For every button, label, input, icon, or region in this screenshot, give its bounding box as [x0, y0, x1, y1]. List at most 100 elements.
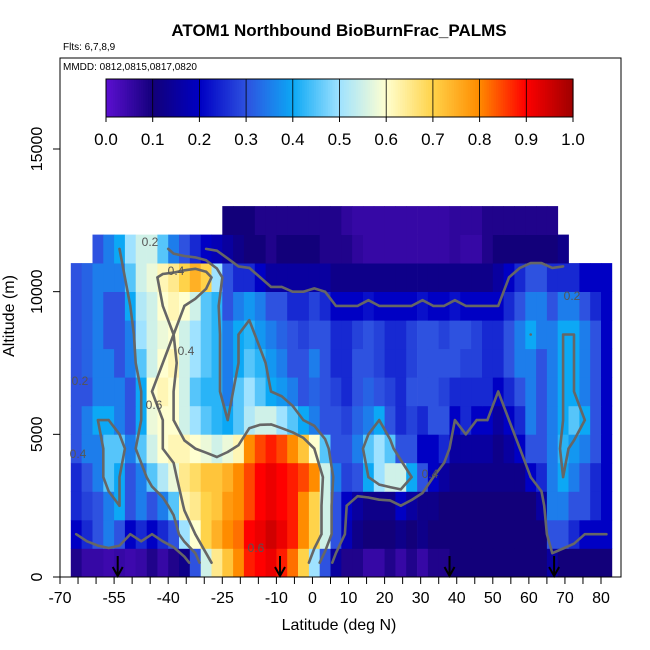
colorbar-swatch: [470, 79, 474, 117]
heatmap-cell: [395, 234, 407, 264]
heatmap-cell: [438, 320, 450, 350]
heatmap-cell: [146, 234, 158, 264]
heatmap-cell: [319, 263, 331, 292]
heatmap-cell: [514, 548, 526, 578]
contour-label: 0.2: [72, 374, 89, 388]
heatmap-cell: [243, 434, 256, 464]
heatmap-cell: [81, 291, 93, 321]
heatmap-cell: [601, 263, 613, 292]
heatmap-cell: [417, 377, 429, 407]
colorbar-swatch: [374, 79, 378, 117]
heatmap-cell: [211, 462, 223, 492]
heatmap-cell: [536, 491, 548, 521]
heatmap-cell: [373, 434, 385, 464]
colorbar-swatch: [285, 79, 289, 117]
heatmap-cell: [417, 434, 429, 464]
heatmap-cell: [243, 405, 256, 435]
heatmap-cell: [341, 434, 353, 464]
heatmap-cell: [330, 519, 342, 549]
colorbar-swatch: [486, 79, 490, 117]
colorbar-swatch: [425, 79, 429, 117]
heatmap-cell: [341, 206, 353, 235]
heatmap-cell: [243, 291, 256, 321]
heatmap-cell: [363, 405, 375, 435]
colorbar-swatch: [330, 79, 334, 117]
colorbar-swatch: [157, 79, 161, 117]
heatmap-cell: [579, 377, 591, 407]
heatmap-cell: [579, 462, 591, 492]
heatmap-cell: [395, 320, 407, 350]
heatmap-cell: [243, 234, 256, 264]
heatmap-cell: [135, 462, 147, 492]
heatmap-cell: [222, 206, 234, 235]
heatmap-cell: [579, 548, 591, 578]
heatmap-cell: [222, 377, 234, 407]
colorbar-swatch: [117, 79, 121, 117]
heatmap-cell: [330, 320, 342, 350]
heatmap-cell: [341, 320, 353, 350]
heatmap-cell: [243, 348, 256, 378]
heatmap-cell: [579, 291, 591, 321]
heatmap-cell: [254, 519, 266, 549]
heatmap-cell: [298, 462, 310, 492]
heatmap-cell: [492, 206, 504, 235]
y-tick-label: 5000: [29, 416, 46, 452]
colorbar-swatch: [566, 79, 569, 117]
colorbar-swatch: [381, 79, 385, 117]
heatmap-cell: [92, 291, 104, 321]
heatmap-cell: [536, 291, 548, 321]
colorbar-swatch: [523, 79, 527, 117]
heatmap-cell: [406, 405, 418, 435]
heatmap-cell: [92, 263, 104, 292]
heatmap-cell: [492, 348, 504, 378]
heatmap-cell: [460, 519, 472, 549]
heatmap-cell: [168, 434, 180, 464]
heatmap-cell: [168, 548, 180, 578]
heatmap-cell: [243, 548, 256, 578]
heatmap-cell: [179, 519, 191, 549]
heatmap-cell: [503, 320, 515, 350]
colorbar-swatch: [234, 79, 238, 117]
heatmap-cell: [211, 434, 223, 464]
heatmap-cell: [135, 519, 147, 549]
heatmap-cell: [287, 377, 299, 407]
heatmap-cell: [298, 206, 310, 235]
heatmap-cell: [319, 206, 331, 235]
heatmap-cell: [330, 405, 342, 435]
colorbar-swatch: [318, 79, 322, 117]
heatmap-cell: [471, 320, 483, 350]
heatmap-cell: [70, 548, 82, 578]
heatmap-cell: [114, 519, 126, 549]
heatmap-cell: [514, 491, 526, 521]
heatmap-cell: [146, 462, 158, 492]
colorbar-swatch: [143, 79, 147, 117]
heatmap-cell: [114, 405, 126, 435]
heatmap-cell: [81, 491, 93, 521]
colorbar-swatch: [264, 79, 268, 117]
heatmap-cell: [406, 263, 418, 292]
heatmap-cell: [189, 405, 201, 435]
heatmap-cell: [482, 462, 494, 492]
y-axis-label: Altitude (m): [1, 275, 18, 357]
heatmap-cell: [525, 377, 537, 407]
heatmap-cell: [449, 462, 461, 492]
heatmap-cell: [103, 491, 115, 521]
colorbar-swatch: [507, 79, 511, 117]
heatmap-cell: [330, 491, 342, 521]
heatmap-cell: [319, 434, 331, 464]
heatmap-cell: [492, 405, 504, 435]
heatmap-cell: [590, 320, 602, 350]
heatmap-cell: [471, 548, 483, 578]
heatmap-cell: [352, 206, 364, 235]
colorbar-swatch: [187, 79, 191, 117]
heatmap-cell: [352, 434, 364, 464]
heatmap-cell: [276, 434, 288, 464]
heatmap-cell: [179, 405, 191, 435]
heatmap-cell: [460, 548, 472, 578]
heatmap-cell: [254, 291, 266, 321]
heatmap-cell: [308, 519, 321, 549]
heatmap-cell: [352, 320, 364, 350]
colorbar-swatch: [229, 79, 233, 117]
heatmap-cell: [103, 462, 115, 492]
heatmap-cell: [81, 320, 93, 350]
